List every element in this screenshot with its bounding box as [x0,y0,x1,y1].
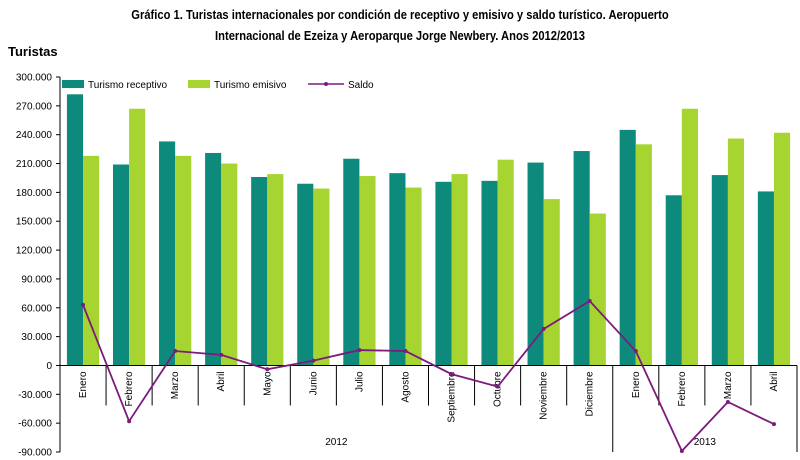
bar-emisivo [313,188,330,366]
y-tick-label: 0 [46,361,52,372]
bar-emisivo [129,108,146,366]
bar-emisivo [451,174,468,366]
bar-receptivo [573,151,590,366]
x-tick-label: Abril [216,371,227,391]
saldo-point [495,384,500,389]
x-tick-label: Febrero [677,371,688,406]
legend-label-receptivo: Turismo receptivo [88,80,168,91]
y-tick-label: 300.000 [16,73,53,84]
saldo-point [725,400,730,404]
saldo-point [81,302,86,307]
saldo-line [82,299,775,453]
bar-receptivo [343,158,360,366]
x-tick-label: Febrero [124,371,135,406]
chart-title-line-2: Internacional de Ezeiza y Aeroparque Jor… [215,28,585,43]
y-tick-label: -30.000 [18,390,52,401]
y-tick-label: 180.000 [16,188,53,199]
saldo-point [173,349,178,354]
bar-receptivo [112,164,130,366]
x-tick-label: Junio [308,371,319,395]
y-tick-label: 240.000 [16,130,53,141]
y-axis-label: Turistas [8,44,58,59]
bar-receptivo [527,162,544,366]
bar-receptivo [297,183,314,366]
saldo-point [265,367,270,372]
bar-emisivo [497,159,514,366]
bar-emisivo [405,187,422,366]
x-tick-label: Mayo [262,371,273,396]
saldo-point [679,449,684,454]
saldo-point [633,349,638,354]
y-tick-label: 60.000 [21,303,52,314]
x-tick-label: Marzo [723,371,734,399]
bar-receptivo [481,180,498,366]
y-tick-label: -60.000 [18,419,52,430]
bar-receptivo [757,191,774,366]
saldo-point [357,348,362,353]
bar-emisivo [773,132,791,366]
bar-emisivo [359,176,376,366]
saldo-point [127,419,132,424]
x-tick-label: Enero [78,371,89,398]
saldo-point [219,352,224,357]
legend-swatch-receptivo [62,80,84,88]
bar-receptivo [711,175,728,366]
legend-label-emisivo: Turismo emisivo [214,80,287,91]
x-tick-label: Enero [631,371,642,398]
chart-title-line-1: Gráfico 1. Turistas internacionales por … [131,7,669,22]
x-tick-label: Noviembre [539,371,550,420]
bar-receptivo [435,181,452,366]
bar-receptivo [389,173,406,366]
x-tick-label: Diciembre [585,371,596,416]
bar-emisivo [681,108,698,366]
x-tick-label: Agosto [400,371,411,403]
bar-receptivo [251,177,268,366]
bar-emisivo [175,155,192,366]
bar-emisivo [635,144,652,366]
bar-receptivo [159,141,176,366]
y-tick-label: -90.000 [18,448,52,459]
y-tick-label: 210.000 [16,159,53,170]
bar-emisivo [83,155,100,366]
legend: Turismo receptivo Turismo emisivo Saldo [62,80,374,91]
bar-receptivo [665,195,682,366]
bar-emisivo [267,174,284,366]
bar-receptivo [66,94,84,366]
saldo-point [311,358,316,363]
bar-receptivo [619,129,636,366]
x-tick-label: Julio [354,371,365,392]
bar-receptivo [205,152,222,366]
bar-emisivo [543,199,560,366]
bar-emisivo [221,163,238,366]
saldo-point [403,349,408,354]
y-tick-label: 120.000 [16,246,53,257]
legend-swatch-emisivo [188,80,210,88]
chart-title: Gráfico 1. Turistas internacionales por … [56,4,744,46]
y-tick-label: 90.000 [21,274,52,285]
legend-marker-saldo [324,82,328,86]
x-tick-label: Abril [769,371,780,391]
bar-emisivo [727,138,745,366]
x-tick-label: Septiembre [447,371,458,423]
legend-label-saldo: Saldo [348,80,374,91]
year-label: 2012 [325,437,348,448]
saldo-point [449,372,454,377]
saldo-point [587,299,592,304]
y-tick-label: 30.000 [21,332,52,343]
x-tick-label: Octubre [493,371,504,407]
y-tick-label: 270.000 [16,101,53,112]
saldo-point [541,326,546,331]
saldo-point [771,422,776,427]
bar-emisivo [589,213,606,366]
y-tick-label: 150.000 [16,217,53,228]
x-tick-label: Marzo [170,371,181,399]
year-label: 2013 [694,437,717,448]
